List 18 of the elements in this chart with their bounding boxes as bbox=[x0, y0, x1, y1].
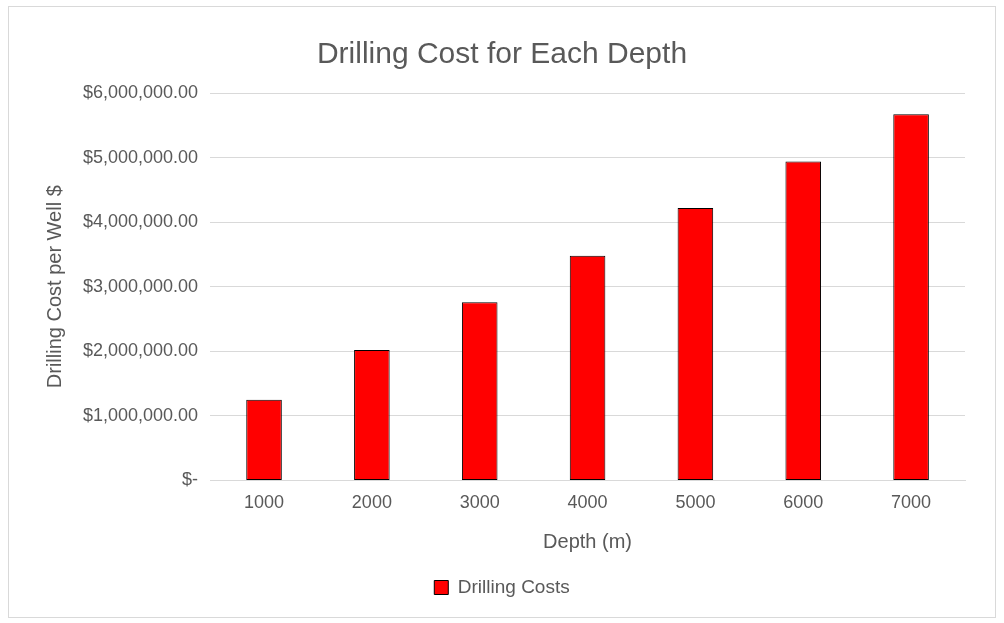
y-tick-label: $5,000,000.00 bbox=[82, 146, 199, 167]
y-axis-title: Drilling Cost per Well $ bbox=[42, 185, 65, 389]
x-tick-label: 2000 bbox=[351, 492, 392, 513]
x-tick-label: 3000 bbox=[459, 492, 500, 513]
legend-label: Drilling Costs bbox=[457, 575, 570, 597]
y-tick-label: $4,000,000.00 bbox=[82, 211, 199, 232]
y-tick-label: $3,000,000.00 bbox=[82, 275, 199, 296]
x-tick-label: 1000 bbox=[244, 492, 285, 513]
x-tick-label: 7000 bbox=[891, 492, 932, 513]
x-tick-label: 4000 bbox=[567, 492, 608, 513]
y-tick-label: $- bbox=[182, 469, 199, 490]
x-tick-label: 5000 bbox=[675, 492, 716, 513]
y-tick-label: $1,000,000.00 bbox=[82, 404, 199, 425]
y-tick-label: $2,000,000.00 bbox=[82, 340, 199, 361]
x-axis-title: Depth (m) bbox=[543, 529, 633, 552]
y-tick-label: $6,000,000.00 bbox=[82, 81, 199, 102]
chart-title: Drilling Cost for Each Depth bbox=[316, 36, 688, 70]
x-tick-label: 6000 bbox=[783, 492, 824, 513]
